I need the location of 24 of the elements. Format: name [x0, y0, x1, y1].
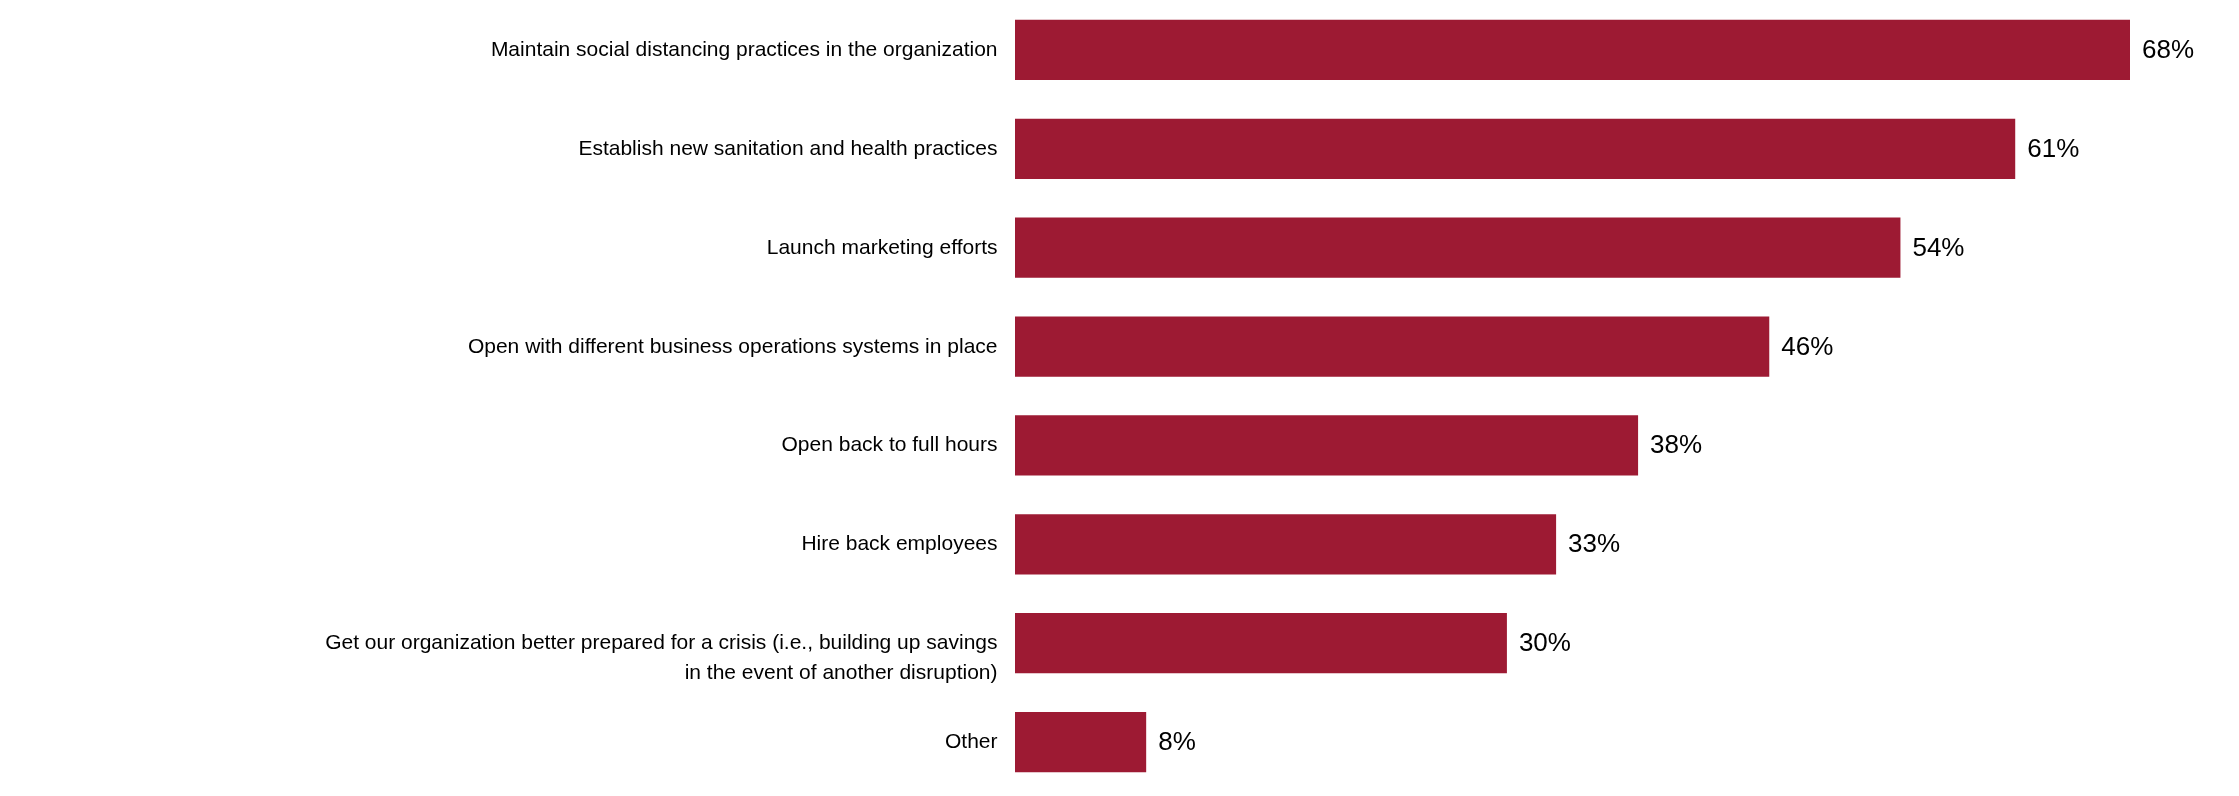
y-tick-label: Other — [944, 729, 998, 753]
y-tick-label: Open with different business operations systems in place — [467, 333, 998, 357]
data-label: 68% — [2142, 33, 2195, 64]
bar — [1015, 514, 1557, 575]
data-label: 30% — [1518, 627, 1571, 658]
y-tick-label: Maintain social distancing practices in the organization — [490, 36, 998, 60]
data-label: 38% — [1650, 429, 1703, 460]
bar — [1015, 316, 1770, 377]
bar — [1015, 217, 1901, 278]
data-label: 8% — [1158, 726, 1196, 757]
bar — [1015, 711, 1147, 773]
y-tick-label: Hire back employees — [801, 531, 998, 555]
bar — [1015, 118, 2016, 179]
y-tick-label: Establish new sanitation and health practices — [578, 135, 998, 159]
data-label: 54% — [1912, 231, 1965, 262]
data-label: 33% — [1568, 528, 1621, 559]
data-label: 46% — [1781, 330, 1834, 361]
y-tick-label: Get our organization better prepared for a crisis (i.e., building up savings in the event of another disruption) — [325, 630, 998, 684]
bar — [1015, 19, 2130, 81]
bar — [1015, 415, 1639, 476]
y-tick-label: Launch marketing efforts — [766, 234, 998, 258]
y-tick-label: Open back to full hours — [781, 432, 998, 456]
data-label: 61% — [2027, 132, 2080, 163]
bar — [1015, 613, 1507, 674]
